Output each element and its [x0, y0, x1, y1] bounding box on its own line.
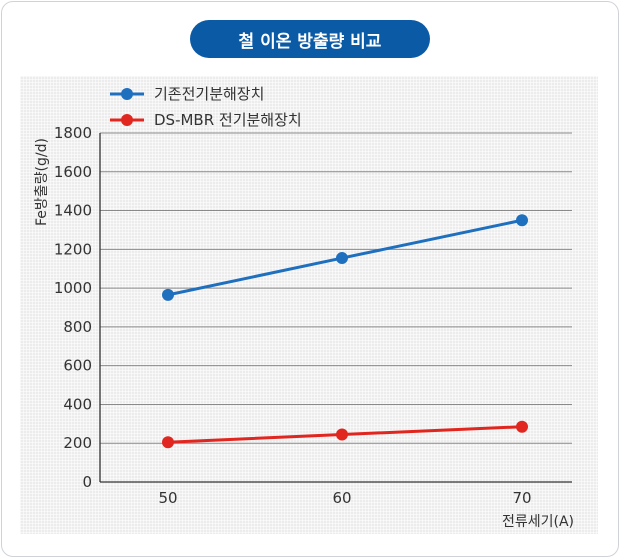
y-tick-label: 1600 [54, 163, 92, 181]
y-tick-label: 1000 [54, 279, 92, 297]
chart-title: 철 이온 방출량 비교 [190, 20, 430, 58]
legend-label: DS-MBR 전기분해장치 [154, 111, 302, 129]
x-tick-label: 60 [332, 489, 351, 507]
y-tick-label: 400 [63, 395, 92, 413]
y-tick-label: 600 [63, 357, 92, 375]
legend-marker [121, 88, 133, 100]
y-axis-label: Fe방출량(g/d) [34, 138, 50, 226]
x-tick-label: 70 [512, 489, 531, 507]
x-axis-label: 전류세기(A) [502, 514, 574, 530]
plot-background [20, 76, 598, 534]
data-point [162, 288, 174, 301]
data-point [516, 420, 528, 433]
data-point [162, 436, 174, 449]
data-point [516, 214, 528, 227]
data-point [336, 252, 348, 265]
y-tick-label: 0 [82, 473, 92, 491]
y-tick-label: 1800 [54, 124, 92, 142]
data-point [336, 428, 348, 441]
legend-marker [121, 114, 133, 126]
y-tick-label: 1400 [54, 202, 92, 220]
y-tick-label: 200 [63, 434, 92, 452]
y-tick-label: 1200 [54, 240, 92, 258]
legend-label: 기존전기분해장치 [154, 85, 264, 103]
y-tick-label: 800 [63, 318, 92, 336]
x-tick-label: 50 [158, 489, 177, 507]
